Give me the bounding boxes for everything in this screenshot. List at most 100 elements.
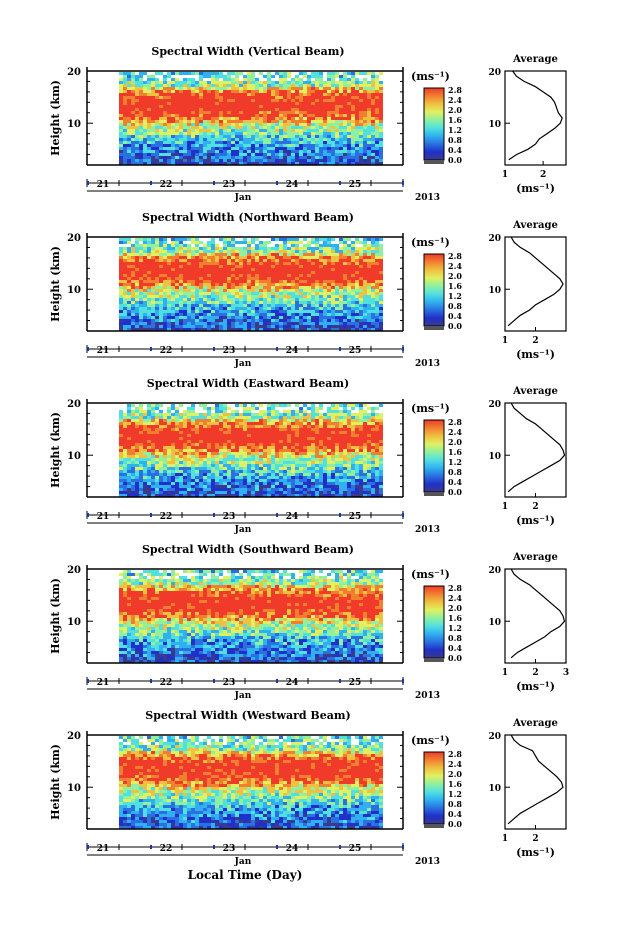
heatmap-cell: [195, 117, 199, 120]
heatmap-cell: [195, 328, 199, 331]
heatmap-cell: [367, 108, 371, 111]
heatmap-cell: [371, 120, 375, 123]
heatmap-cell: [283, 132, 287, 135]
heatmap-cell: [343, 313, 347, 316]
heatmap-cell: [351, 153, 355, 156]
heatmap-cell: [199, 123, 203, 126]
heatmap-cell: [231, 144, 235, 147]
heatmap-cell: [351, 78, 355, 81]
heatmap-cell: [147, 144, 151, 147]
heatmap-cell: [211, 262, 215, 265]
heatmap-cell: [303, 316, 307, 319]
heatmap-cell: [223, 491, 227, 494]
heatmap-cell: [271, 259, 275, 262]
heatmap-cell: [199, 283, 203, 286]
heatmap-cell: [335, 268, 339, 271]
heatmap-cell: [199, 455, 203, 458]
heatmap-cell: [359, 241, 363, 244]
heatmap-cell: [147, 114, 151, 117]
heatmap-cell: [363, 325, 367, 328]
heatmap-cell: [183, 286, 187, 289]
heatmap-cell: [183, 96, 187, 99]
heatmap-cell: [367, 256, 371, 259]
heatmap-cell: [123, 458, 127, 461]
heatmap-cell: [131, 319, 135, 322]
heatmap-cell: [347, 126, 351, 129]
heatmap-cell: [215, 87, 219, 90]
heatmap-cell: [131, 150, 135, 153]
heatmap-cell: [307, 126, 311, 129]
heatmap-cell: [359, 310, 363, 313]
heatmap-cell: [303, 259, 307, 262]
heatmap-cell: [331, 81, 335, 84]
heatmap-cell: [167, 156, 171, 159]
heatmap-cell: [295, 310, 299, 313]
heatmap-cell: [231, 141, 235, 144]
heatmap-cell: [231, 428, 235, 431]
heatmap-cell: [283, 286, 287, 289]
heatmap-cell: [315, 75, 319, 78]
heatmap-cell: [131, 446, 135, 449]
heatmap-cell: [363, 241, 367, 244]
heatmap-cell: [259, 253, 263, 256]
heatmap-cell: [323, 81, 327, 84]
heatmap-cell: [179, 268, 183, 271]
heatmap-cell: [203, 277, 207, 280]
heatmap-cell: [127, 431, 131, 434]
heatmap-cell: [179, 99, 183, 102]
heatmap-cell: [159, 461, 163, 464]
heatmap-cell: [139, 72, 143, 75]
heatmap-cell: [143, 449, 147, 452]
heatmap-cell: [119, 449, 123, 452]
heatmap-cell: [327, 75, 331, 78]
heatmap-cell: [203, 404, 207, 407]
heatmap-cell: [231, 271, 235, 274]
heatmap-cell: [147, 419, 151, 422]
heatmap-cell: [255, 105, 259, 108]
heatmap-cell: [183, 313, 187, 316]
heatmap-cell: [259, 325, 263, 328]
heatmap-cell: [211, 449, 215, 452]
heatmap-cell: [363, 84, 367, 87]
heatmap-cell: [191, 313, 195, 316]
heatmap-cell: [327, 325, 331, 328]
heatmap-cell: [231, 473, 235, 476]
heatmap-cell: [351, 96, 355, 99]
heatmap-cell: [147, 410, 151, 413]
heatmap-cell: [231, 96, 235, 99]
heatmap-cell: [207, 479, 211, 482]
heatmap-cell: [287, 256, 291, 259]
heatmap-cell: [375, 253, 379, 256]
heatmap-cell: [275, 256, 279, 259]
heatmap-cell: [179, 81, 183, 84]
heatmap-cell: [247, 316, 251, 319]
heatmap-cell: [203, 446, 207, 449]
heatmap-cell: [171, 120, 175, 123]
heatmap-cell: [263, 307, 267, 310]
heatmap-cell: [123, 292, 127, 295]
heatmap-cell: [163, 153, 167, 156]
heatmap-cell: [183, 111, 187, 114]
colorbar-tick-label: 2.4: [448, 261, 462, 271]
heatmap-cell: [251, 313, 255, 316]
heatmap-cell: [175, 298, 179, 301]
heatmap-cell: [211, 304, 215, 307]
heatmap-cell: [259, 126, 263, 129]
heatmap-cell: [139, 301, 143, 304]
heatmap-cell: [263, 81, 267, 84]
heatmap-cell: [183, 283, 187, 286]
heatmap-cell: [307, 298, 311, 301]
heatmap-cell: [331, 105, 335, 108]
heatmap-cell: [183, 470, 187, 473]
heatmap-cell: [131, 138, 135, 141]
heatmap-cell: [187, 84, 191, 87]
heatmap-cell: [347, 280, 351, 283]
heatmap-cell: [251, 310, 255, 313]
heatmap-cell: [283, 247, 287, 250]
heatmap-cell: [247, 283, 251, 286]
heatmap-cell: [187, 271, 191, 274]
heatmap-cell: [331, 301, 335, 304]
heatmap-cell: [231, 147, 235, 150]
heatmap-cell: [343, 241, 347, 244]
heatmap-cell: [319, 304, 323, 307]
